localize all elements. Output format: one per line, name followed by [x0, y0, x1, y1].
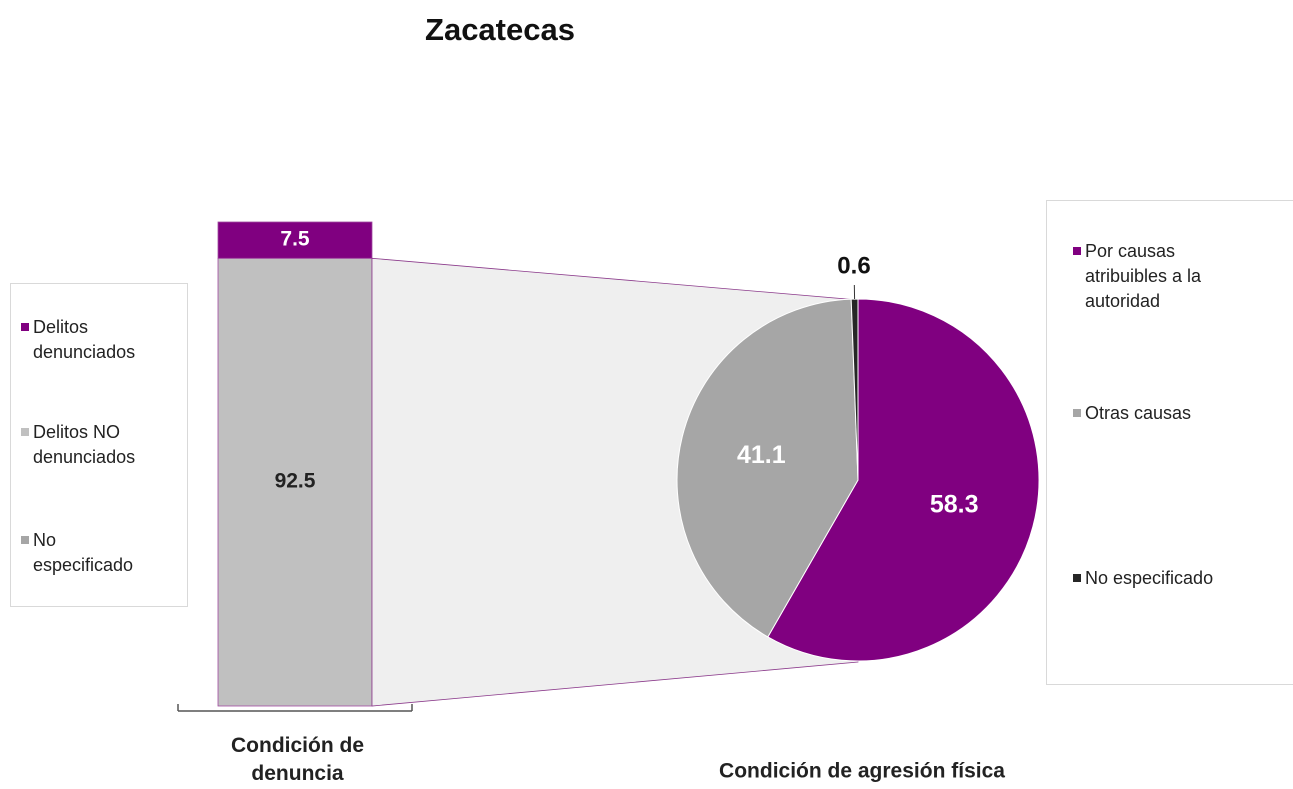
bar-segment: [217, 221, 373, 259]
data-label: 58.3: [930, 490, 979, 518]
legend-swatch: [21, 536, 29, 544]
legend-item: No especificado: [1073, 566, 1285, 591]
legend-swatch: [1073, 247, 1081, 255]
legend: Por causas atribuibles a la autoridad Otr…: [1046, 200, 1293, 685]
legend-label: Otras causas: [1085, 403, 1192, 423]
legend: Delitos denunciados Delitos NO denunciado…: [10, 283, 188, 607]
legend-swatch: [21, 323, 29, 331]
data-label: 92.5: [275, 470, 316, 493]
x-tick-label: Condición de denuncia: [231, 734, 364, 785]
pie-slice: [676, 298, 859, 638]
bar-segment: [217, 257, 373, 707]
data-label: 0.6: [837, 252, 870, 279]
data-label: 7.5: [280, 228, 310, 251]
pie-slice: [850, 298, 859, 481]
pie-slice: [767, 298, 1040, 662]
data-label: 41.1: [737, 441, 786, 469]
legend-swatch: [21, 428, 29, 436]
legend-swatch: [1073, 409, 1081, 417]
legend-label: Delitos denunciados: [33, 317, 136, 362]
legend-swatch: [1073, 574, 1081, 582]
legend-label: Delitos NO denunciados: [33, 422, 136, 467]
legend-label: No especificado: [33, 530, 134, 575]
legend-item: Delitos NO denunciados: [21, 420, 183, 470]
pie-title: Condición de agresión física: [719, 760, 1005, 783]
legend-item: Por causas atribuibles a la autoridad: [1073, 239, 1210, 314]
legend-label: Por causas atribuibles a la autoridad: [1085, 241, 1202, 311]
chart-title: Zacatecas: [425, 12, 575, 47]
legend-item: No especificado: [21, 528, 148, 578]
legend-item: Otras causas: [1073, 401, 1285, 426]
legend-item: Delitos denunciados: [21, 315, 173, 365]
legend-label: No especificado: [1085, 568, 1214, 588]
